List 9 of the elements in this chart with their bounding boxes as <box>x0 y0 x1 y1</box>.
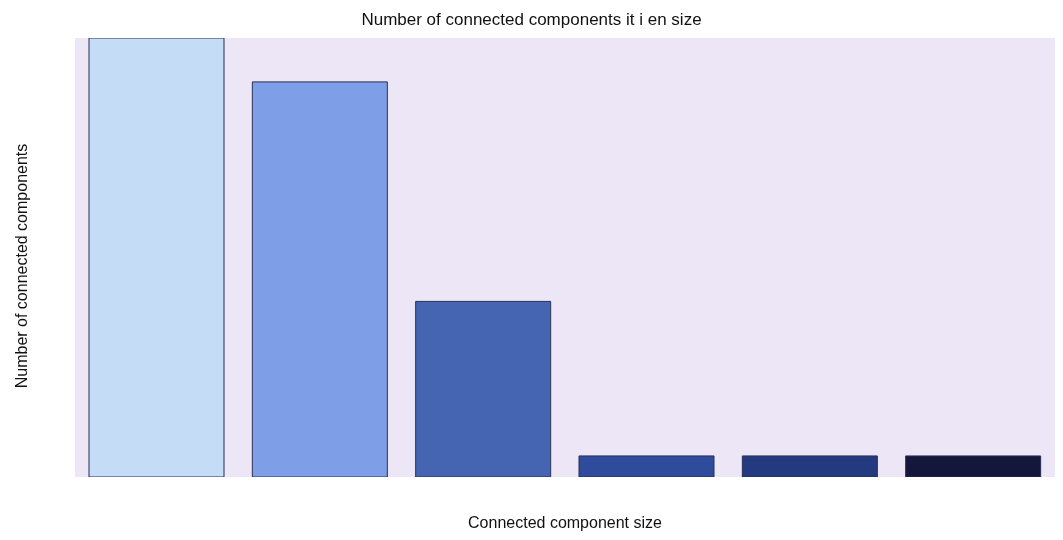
bar <box>251 81 388 477</box>
bar <box>741 455 878 477</box>
bar <box>415 300 552 477</box>
bar <box>578 455 715 477</box>
bar <box>88 38 225 477</box>
x-axis-title: Connected component size <box>467 514 663 532</box>
y-axis-title: Number of connected components <box>13 143 31 389</box>
bar <box>905 455 1042 477</box>
chart-title: Number of connected components it i en size <box>360 10 703 30</box>
